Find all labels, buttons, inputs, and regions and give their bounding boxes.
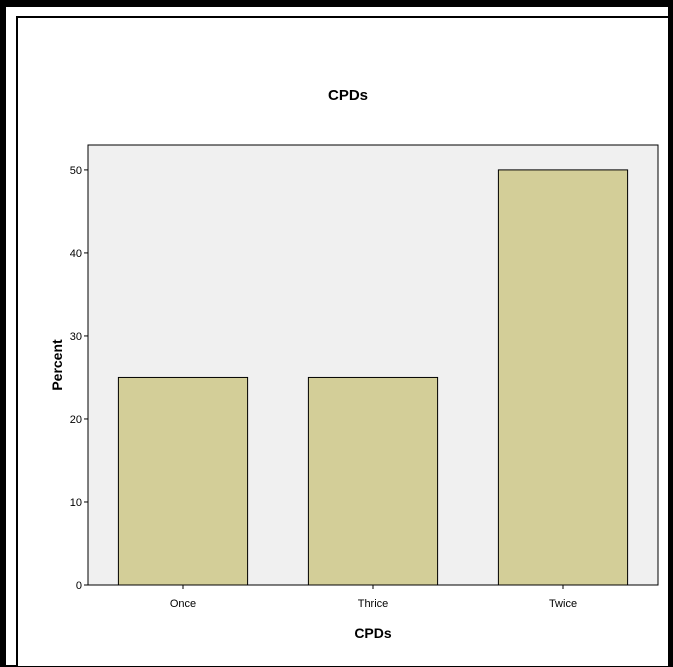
y-tick-label: 0 — [76, 580, 82, 592]
bar-thrice — [307, 376, 439, 586]
chart-title: CPDs — [328, 87, 368, 104]
y-tick-label: 10 — [70, 497, 82, 509]
y-axis-label: Percent — [49, 339, 65, 391]
y-tick-label: 30 — [70, 331, 82, 343]
x-axis: Once Thrice Twice — [170, 585, 577, 610]
bar-twice — [497, 169, 629, 586]
y-tick-label: 20 — [70, 414, 82, 426]
x-tick-label: Thrice — [358, 598, 389, 610]
x-tick-label: Once — [170, 598, 196, 610]
y-tick-label: 50 — [70, 165, 82, 177]
bar-once — [117, 376, 249, 586]
y-tick-label: 40 — [70, 248, 82, 260]
x-tick-label: Twice — [549, 598, 577, 610]
y-axis: 0 10 20 30 40 50 — [70, 165, 88, 592]
bars-group — [117, 169, 629, 586]
x-axis-label: CPDs — [354, 625, 392, 641]
